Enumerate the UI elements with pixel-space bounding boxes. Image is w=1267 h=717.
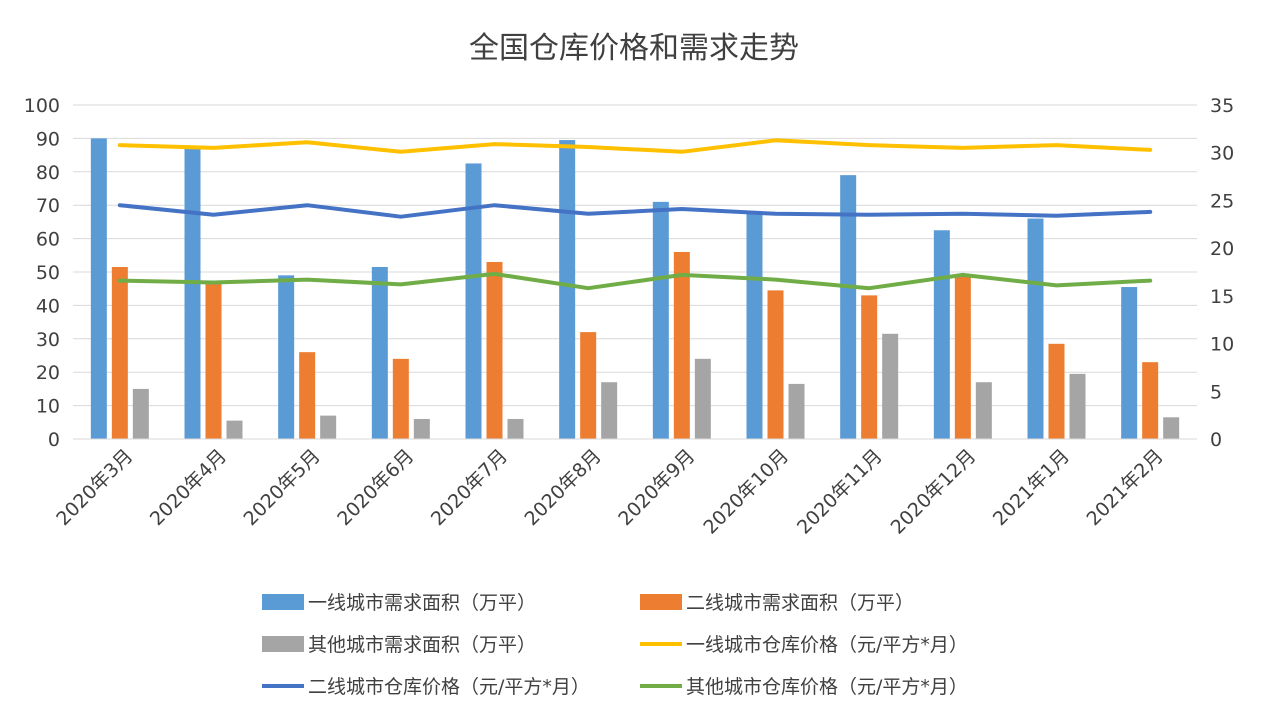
left-y-tick-label: 10 (36, 396, 60, 418)
line-series-2 (117, 203, 1153, 219)
bar-series3-11 (1069, 373, 1086, 439)
right-y-tick-label: 5 (1210, 381, 1222, 403)
x-tick-label: 2020年9月 (614, 445, 699, 530)
bar-series1-4 (371, 266, 388, 439)
legend-item: 一线城市需求面积（万平） (262, 592, 536, 614)
left-y-tick-label: 100 (24, 95, 60, 117)
bar-series3-5 (507, 418, 524, 439)
bar-series3-12 (1163, 417, 1180, 439)
bar-series1-5 (465, 163, 482, 439)
bar-series-group (90, 138, 1180, 440)
bar-series1-11 (1027, 218, 1044, 439)
bar-series1-12 (1121, 287, 1138, 439)
left-y-tick-label: 20 (36, 362, 60, 384)
x-tick-label: 2021年1月 (989, 445, 1074, 530)
x-tick-label: 2020年12月 (887, 445, 981, 539)
legend: 一线城市需求面积（万平） 二线城市需求面积（万平） 其他城市需求面积（万平） 一线城市… (262, 592, 968, 698)
gridlines (73, 104, 1197, 440)
bar-series1-6 (559, 140, 576, 439)
bar-series2-8 (767, 290, 784, 439)
x-tick-label: 2020年7月 (427, 445, 512, 530)
legend-swatch (640, 594, 682, 610)
bar-series3-4 (413, 418, 430, 439)
legend-swatch (262, 594, 304, 610)
x-tick-label: 2020年6月 (333, 445, 418, 530)
bar-series3-7 (694, 358, 711, 439)
right-y-tick-label: 30 (1210, 143, 1234, 165)
left-y-axis: 0 10 20 30 40 50 60 70 80 90 100 (24, 95, 60, 451)
bar-series3-2 (226, 420, 243, 439)
left-y-tick-label: 60 (36, 229, 60, 251)
legend-item: 其他城市仓库价格（元/平方*月） (640, 676, 968, 698)
bar-series1-10 (933, 230, 950, 439)
legend-label: 其他城市需求面积（万平） (308, 634, 536, 656)
bar-series2-2 (205, 282, 222, 439)
bar-series2-1 (111, 266, 128, 439)
legend-item: 一线城市仓库价格（元/平方*月） (640, 634, 968, 656)
bar-series2-11 (1048, 343, 1065, 439)
x-tick-label: 2020年3月 (52, 445, 137, 530)
line-series-group (117, 138, 1153, 291)
x-tick-label: 2020年4月 (146, 445, 231, 530)
bar-series3-1 (132, 388, 149, 439)
left-y-tick-label: 90 (36, 128, 60, 150)
bar-series1-9 (840, 175, 857, 439)
line-series-3 (117, 271, 1153, 291)
right-y-tick-label: 35 (1210, 95, 1234, 117)
line-series-1 (117, 138, 1153, 154)
bar-series1-3 (278, 275, 295, 439)
left-y-tick-label: 50 (36, 262, 60, 284)
legend-label: 二线城市仓库价格（元/平方*月） (308, 676, 590, 698)
bar-series2-10 (954, 277, 971, 439)
legend-item: 二线城市仓库价格（元/平方*月） (262, 676, 590, 698)
right-y-tick-label: 25 (1210, 190, 1234, 212)
bar-series3-10 (975, 382, 992, 439)
left-y-tick-label: 0 (48, 429, 60, 451)
right-y-tick-label: 0 (1210, 429, 1222, 451)
right-y-tick-label: 15 (1210, 286, 1234, 308)
bar-series1-1 (90, 138, 107, 439)
x-axis: 2020年3月 2020年4月 2020年5月 2020年6月 2020年7月 2020年… (52, 438, 1197, 539)
left-y-tick-label: 80 (36, 162, 60, 184)
right-y-tick-label: 20 (1210, 238, 1234, 260)
legend-item: 其他城市需求面积（万平） (262, 634, 536, 656)
bar-series2-4 (392, 358, 409, 439)
legend-swatch (262, 636, 304, 652)
bar-series3-8 (788, 383, 805, 439)
bar-series2-6 (580, 332, 597, 439)
legend-label: 一线城市仓库价格（元/平方*月） (686, 634, 968, 656)
legend-label: 一线城市需求面积（万平） (308, 592, 536, 614)
bar-series3-3 (320, 415, 337, 439)
x-tick-label: 2020年5月 (240, 445, 325, 530)
right-y-tick-label: 10 (1210, 334, 1234, 356)
left-y-tick-label: 40 (36, 295, 60, 317)
legend-label: 其他城市仓库价格（元/平方*月） (686, 676, 968, 698)
chart-title: 全国仓库价格和需求走势 (469, 31, 799, 66)
bar-series3-9 (882, 333, 899, 439)
right-y-axis: 0 5 10 15 20 25 30 35 (1210, 95, 1234, 451)
left-y-tick-label: 30 (36, 329, 60, 351)
bar-series1-2 (184, 148, 201, 440)
x-tick-label: 2021年2月 (1083, 445, 1168, 530)
left-y-tick-label: 70 (36, 195, 60, 217)
legend-item: 二线城市需求面积（万平） (640, 592, 914, 614)
x-tick-label: 2020年8月 (521, 445, 606, 530)
bar-series2-12 (1142, 362, 1159, 439)
x-tick-label: 2020年10月 (699, 445, 793, 539)
bar-series1-8 (746, 211, 763, 439)
x-tick-label: 2020年11月 (793, 445, 887, 539)
bar-series2-7 (673, 251, 690, 439)
bar-series2-9 (861, 295, 878, 439)
bar-series2-5 (486, 261, 503, 439)
bar-series2-3 (299, 352, 316, 439)
legend-label: 二线城市需求面积（万平） (686, 592, 914, 614)
bar-series3-6 (601, 382, 618, 439)
bar-series1-7 (652, 201, 669, 439)
